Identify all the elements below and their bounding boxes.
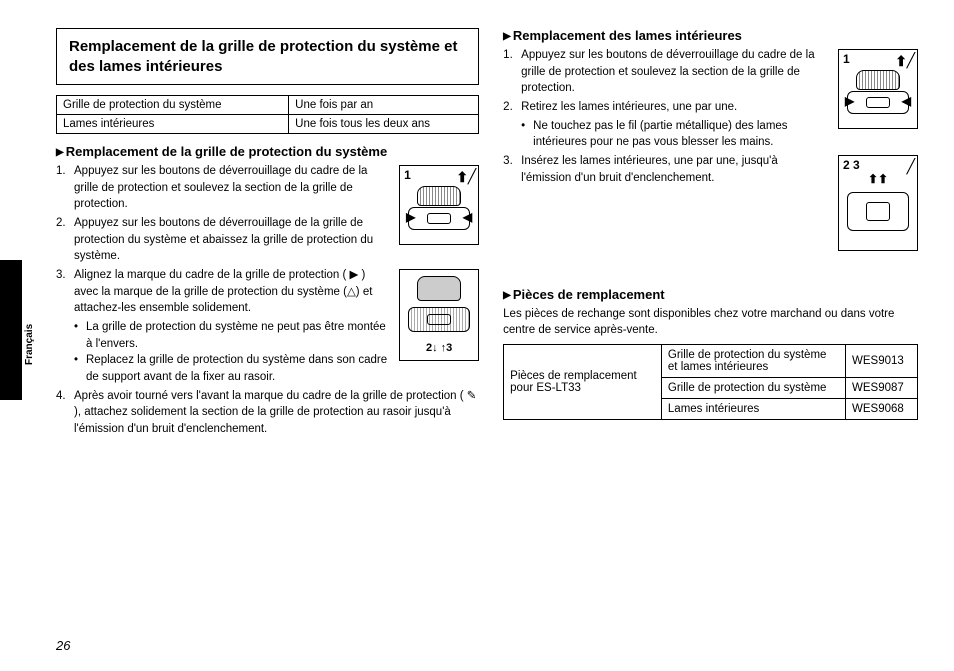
step-text: Après avoir tourné vers l'avant la marqu…	[74, 390, 476, 435]
step-text: Appuyez sur les boutons de déverrouillag…	[74, 217, 373, 262]
list-item: Appuyez sur les boutons de déverrouillag…	[503, 47, 918, 97]
section-heading-foil-text: Remplacement de la grille de protection …	[66, 144, 387, 159]
step-text: Appuyez sur les boutons de déverrouillag…	[521, 49, 814, 94]
triangle-icon: ▶	[503, 290, 511, 301]
freq-cell: Grille de protection du système	[57, 96, 289, 115]
list-item: Appuyez sur les boutons de déverrouillag…	[56, 215, 479, 265]
table-row: Lames intérieures Une fois tous les deux…	[57, 115, 479, 134]
list-item: Appuyez sur les boutons de déverrouillag…	[56, 163, 479, 213]
replacement-frequency-table: Grille de protection du système Une fois…	[56, 95, 479, 134]
inner-steps-list: Appuyez sur les boutons de déverrouillag…	[503, 47, 918, 151]
section-heading-parts-text: Pièces de remplacement	[513, 287, 665, 302]
bullet-list: Ne touchez pas le fil (partie métallique…	[521, 118, 918, 151]
step-text: Appuyez sur les boutons de déverrouillag…	[74, 165, 367, 210]
freq-cell: Une fois tous les deux ans	[289, 115, 479, 134]
list-item: Retirez les lames intérieures, une par u…	[503, 99, 918, 151]
foil-steps-list-cont: Alignez la marque du cadre de la grille …	[56, 267, 479, 438]
section-heading-parts: ▶Pièces de remplacement	[503, 287, 918, 302]
freq-cell: Une fois par an	[289, 96, 479, 115]
section-heading-inner-text: Remplacement des lames intérieures	[513, 28, 742, 43]
inner-steps-list-cont: Insérez les lames intérieures, une par u…	[503, 153, 918, 186]
page-number: 26	[56, 638, 70, 653]
triangle-icon: ▶	[56, 147, 64, 158]
parts-code-cell: WES9087	[846, 378, 918, 399]
parts-cell: Lames intérieures	[661, 399, 845, 420]
step-text: Alignez la marque du cadre de la grille …	[74, 269, 372, 314]
parts-cell: Grille de protection du système	[661, 378, 845, 399]
parts-intro-text: Les pièces de rechange sont disponibles …	[503, 306, 918, 338]
replacement-parts-table: Pièces de remplacement pour ES-LT33 Gril…	[503, 344, 918, 420]
bullet-list: La grille de protection du système ne pe…	[74, 319, 479, 386]
parts-label-cell: Pièces de remplacement pour ES-LT33	[504, 345, 662, 420]
section-heading-foil: ▶Remplacement de la grille de protection…	[56, 144, 479, 159]
left-column: Remplacement de la grille de protection …	[56, 28, 479, 651]
parts-code-cell: WES9068	[846, 399, 918, 420]
step-text: Retirez les lames intérieures, une par u…	[521, 101, 737, 113]
step-text: Insérez les lames intérieures, une par u…	[521, 155, 778, 184]
right-column: ▶Remplacement des lames intérieures 1 ╱ …	[503, 28, 918, 651]
main-heading-text: Remplacement de la grille de protection …	[69, 37, 466, 76]
list-item: Alignez la marque du cadre de la grille …	[56, 267, 479, 386]
list-item: Après avoir tourné vers l'avant la marqu…	[56, 388, 479, 438]
list-item: Insérez les lames intérieures, une par u…	[503, 153, 918, 186]
list-item: La grille de protection du système ne pe…	[74, 319, 479, 352]
triangle-icon: ▶	[503, 31, 511, 42]
table-row: Pièces de remplacement pour ES-LT33 Gril…	[504, 345, 918, 378]
list-item: Replacez la grille de protection du syst…	[74, 352, 479, 385]
freq-cell: Lames intérieures	[57, 115, 289, 134]
main-heading-box: Remplacement de la grille de protection …	[56, 28, 479, 85]
parts-code-cell: WES9013	[846, 345, 918, 378]
parts-cell: Grille de protection du système et lames…	[661, 345, 845, 378]
page: Remplacement de la grille de protection …	[0, 0, 954, 671]
list-item: Ne touchez pas le fil (partie métallique…	[521, 118, 918, 151]
table-row: Grille de protection du système Une fois…	[57, 96, 479, 115]
section-heading-inner: ▶Remplacement des lames intérieures	[503, 28, 918, 43]
